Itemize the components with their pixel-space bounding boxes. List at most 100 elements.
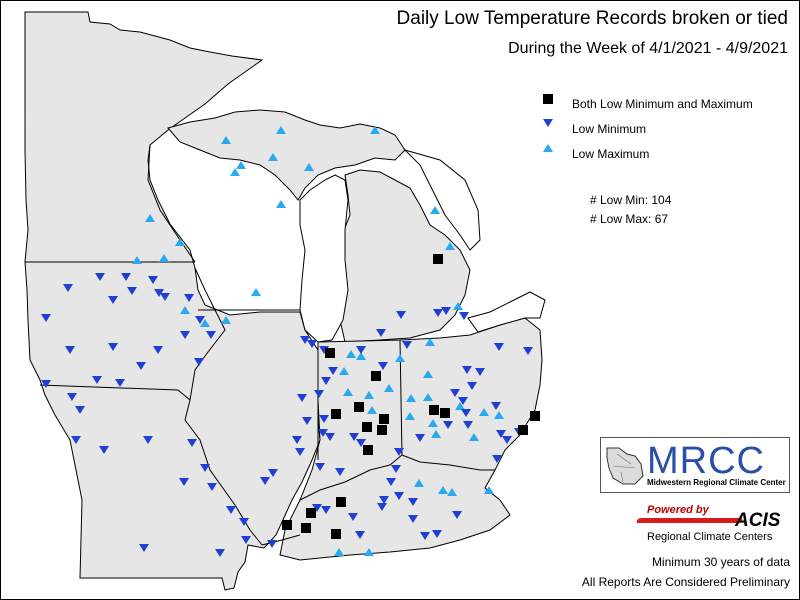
oh-ky-border [401,454,495,471]
low-minimum-marker [325,433,335,441]
low-maximum-marker [200,319,210,327]
low-maximum-marker [406,394,416,402]
low-maximum-marker [484,486,494,494]
both-record-marker [518,425,528,435]
low-minimum-marker [402,341,412,349]
both-record-marker [362,422,372,432]
low-minimum-marker [41,380,51,388]
low-minimum-marker [41,314,51,322]
low-minimum-marker [458,397,468,405]
low-maximum-marker [334,548,344,556]
western-states-outline [24,11,321,591]
legend-symbols [543,94,553,152]
both-record-marker [301,523,311,533]
legend-item-low-minimum: Low Minimum [540,116,753,141]
low-minimum-marker [108,296,118,304]
low-minimum-marker [443,421,453,429]
low-maximum-marker [445,242,455,250]
low-minimum-marker [408,515,418,523]
low-maximum-marker [370,126,380,134]
acis-swoosh-icon [635,518,744,523]
low-maximum-marker [479,408,489,416]
low-minimum-marker [63,284,73,292]
low-minimum-marker [491,402,501,410]
low-minimum-marker [184,294,194,302]
low-maximum-marker [453,302,463,310]
both-record-marker [379,414,389,424]
low-minimum-marker [314,390,324,398]
low-maximum-marker [339,367,349,375]
low-maximum-marker [414,479,424,487]
low-maximum-marker [175,238,185,246]
lake-erie [467,291,546,333]
low-minimum-marker [154,289,164,297]
low-maximum-marker [367,406,377,414]
both-record-marker [331,529,341,539]
low-minimum-marker [377,503,387,511]
low-minimum-marker [99,446,109,454]
low-minimum-marker [349,433,359,441]
mn-wi-border [147,144,196,263]
low-maximum-marker [395,354,405,362]
low-minimum-marker [75,406,85,414]
low-minimum-marker [71,436,81,444]
low-maximum-marker [455,402,465,410]
low-maximum-marker [251,288,261,296]
low-minimum-marker [379,496,389,504]
low-minimum-marker [187,439,197,447]
low-minimum-marker [315,463,325,471]
low-minimum-marker [312,504,322,512]
lake-huron [403,148,481,251]
low-minimum-marker [408,498,418,506]
legend-label-both: Both Low Minimum and Maximum [572,96,753,111]
upper-peninsula [167,109,406,201]
low-minimum-marker [378,362,388,370]
low-maximum-marker [431,430,441,438]
legend-label-low-maximum: Low Maximum [572,146,650,161]
low-minimum-marker [462,366,472,374]
low-minimum-marker [194,358,204,366]
low-minimum-marker [432,530,442,538]
low-maximum-marker [423,393,433,401]
low-maximum-marker [384,384,394,392]
low-minimum-marker [496,430,506,438]
low-minimum-marker [461,409,471,417]
low-maximum-marker [423,370,433,378]
low-minimum-marker [335,468,345,476]
mrcc-logo: MRCC Midwestern Regional Climate Center [600,437,790,493]
low-minimum-marker [433,309,443,317]
both-record-marker [371,371,381,381]
low-minimum-marker [95,273,105,281]
low-minimum-marker [386,478,396,486]
low-minimum-marker [396,311,406,319]
both-record-marker [429,405,439,415]
low-minimum-marker [394,448,404,456]
both-record-marker [440,408,450,418]
map-title: Daily Low Temperature Records broken or … [396,8,788,29]
acis-wordmark: ACIS [735,510,781,531]
low-min-count: # Low Min: 104 [590,193,672,207]
acis-logo: Powered by ACIS Regional Climate Centers [617,504,797,548]
low-minimum-marker [463,421,473,429]
legend-square-symbol [543,94,553,104]
legend: Both Low Minimum and Maximum Low Minimum… [540,91,753,166]
in-ky-border [299,454,403,501]
low-minimum-marker [206,331,216,339]
low-minimum-marker [450,389,460,397]
low-minimum-marker [459,312,469,320]
both-record-marker [433,254,443,264]
both-record-marker [325,348,335,358]
low-maximum-marker [236,161,246,169]
low-minimum-marker [492,455,502,463]
low-maximum-marker [230,168,240,176]
low-minimum-marker [394,492,404,500]
low-minimum-marker [297,394,307,402]
low-maximum-marker [132,256,142,264]
low-minimum-marker [195,316,205,324]
low-minimum-marker [65,346,75,354]
low-minimum-marker [319,415,329,423]
land-area [24,11,543,591]
both-record-marker [306,508,316,518]
low-maximum-marker [425,338,435,346]
